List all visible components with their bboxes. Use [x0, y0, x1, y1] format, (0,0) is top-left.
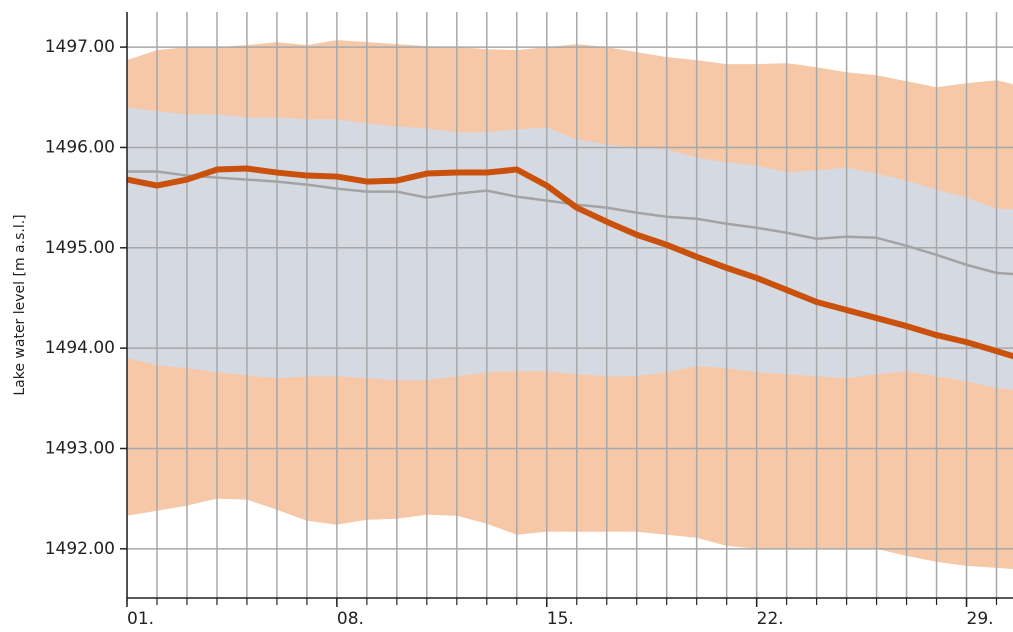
x-tick-label: 29. — [967, 609, 994, 629]
x-tick-label: 08. — [337, 609, 364, 629]
y-axis-label: Lake water level [m a.s.l.] — [12, 214, 28, 395]
plot-area — [127, 12, 1013, 598]
x-tick-label: 15. — [547, 609, 574, 629]
y-tick-label: 1496.00 — [45, 137, 115, 157]
y-tick-label: 1495.00 — [45, 238, 115, 258]
x-tick-label: 22. — [757, 609, 784, 629]
y-tick-label: 1492.00 — [45, 539, 115, 559]
y-tick-label: 1493.00 — [45, 438, 115, 458]
y-tick-label: 1497.00 — [45, 37, 115, 57]
line — [127, 165, 1013, 360]
x-tick-label: 01. — [127, 609, 154, 629]
y-tick-label: 1494.00 — [45, 338, 115, 358]
